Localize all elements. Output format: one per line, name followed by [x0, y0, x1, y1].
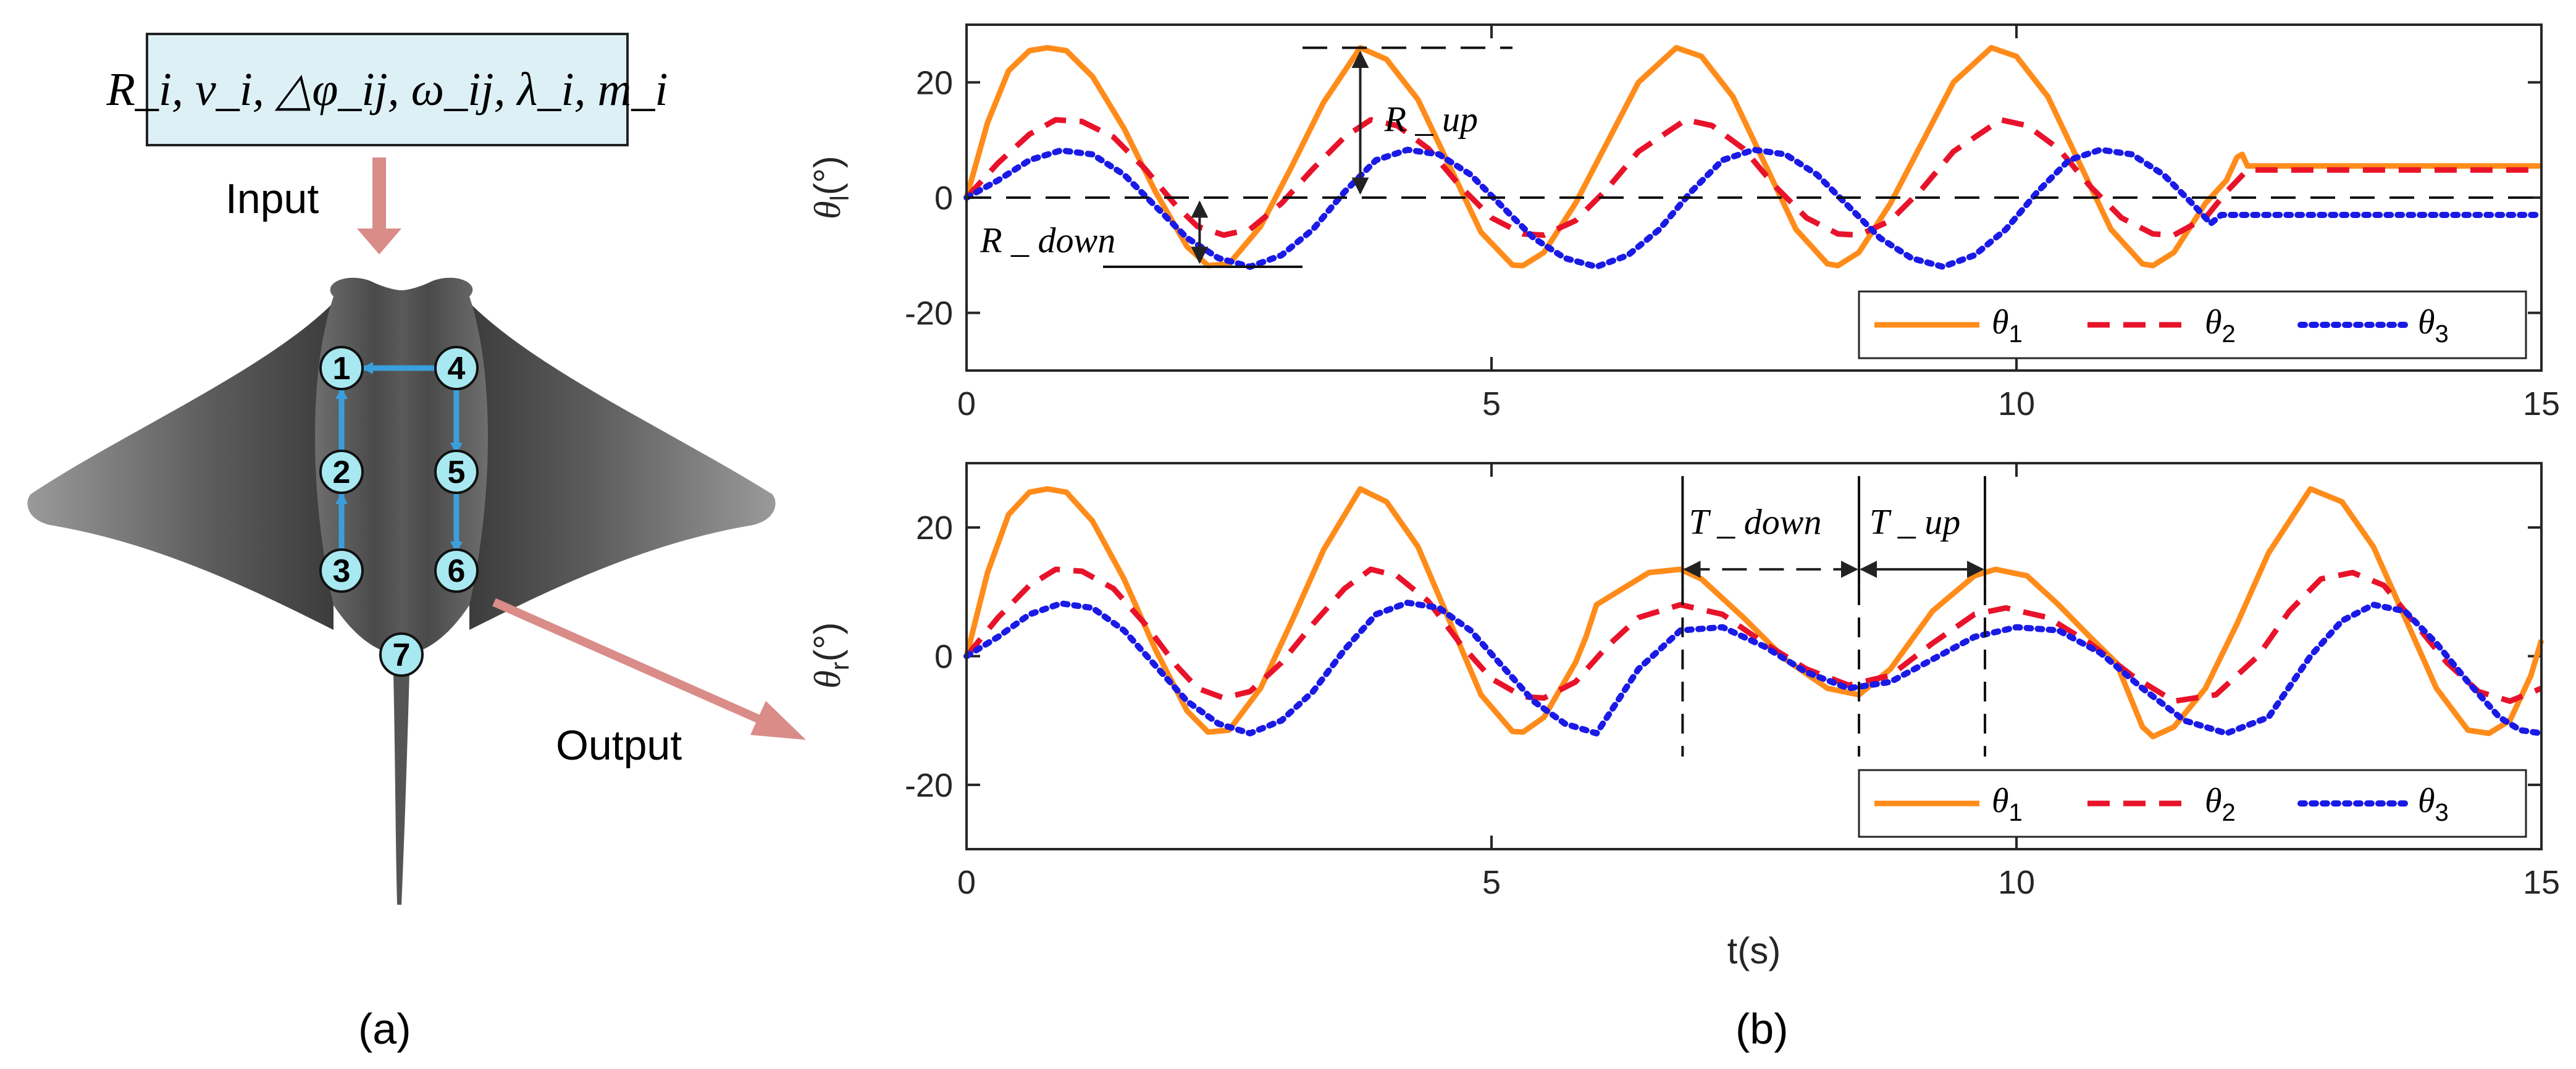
output-arrow: [492, 598, 761, 724]
x-tick-label: 15: [2523, 864, 2560, 901]
series-theta1: [963, 44, 2541, 269]
legend-label-theta2: θ2: [2205, 782, 2236, 826]
panel-a-label: (a): [358, 1005, 411, 1053]
svg-text:7: 7: [393, 637, 411, 673]
series-theta2: [964, 566, 2543, 704]
node-4: 4: [434, 346, 479, 390]
output-arrowhead: [750, 701, 806, 740]
node-1: 1: [319, 346, 364, 390]
x-tick-label: 0: [957, 864, 976, 901]
y-tick-label: 0: [934, 180, 953, 217]
input-formula-box: [146, 33, 629, 146]
svg-text:6: 6: [448, 553, 466, 589]
y-tick-label: -20: [905, 295, 953, 332]
y-tick-label: -20: [905, 767, 953, 804]
r-down-label: R _ down: [980, 220, 1115, 261]
svg-text:4: 4: [448, 351, 466, 387]
node-2: 2: [319, 450, 364, 494]
chart-bottom-frame-overlay: [965, 462, 2543, 850]
chart-bottom: 0 5 10 15 20 0 -20 T _ down T _ up θr(°) θ1 θ2 θ3: [807, 462, 2560, 901]
svg-text:2: 2: [333, 455, 351, 490]
y-tick-label: 20: [916, 509, 953, 547]
t-down-label: T _ down: [1689, 502, 1822, 542]
node-5: 5: [434, 450, 479, 494]
t-up-label: T _ up: [1869, 502, 1960, 542]
right-wing: [469, 303, 776, 630]
chart-bottom-ylabel: θr(°): [807, 623, 854, 689]
legend-label-theta3: θ3: [2418, 782, 2449, 826]
y-tick-label: 20: [916, 64, 953, 101]
x-tick-label: 5: [1482, 385, 1501, 422]
left-wing: [27, 303, 334, 630]
legend-label-theta3: θ3: [2418, 303, 2449, 348]
chart-top-ylabel: θl(°): [807, 156, 854, 219]
ray-tail: [393, 648, 410, 905]
panel-b: 0 5 10 15 20 0 -20 R _ up R _ down θl(°) θ1 θ2 θ3…: [807, 23, 2560, 1053]
y-tick-label: 0: [934, 639, 953, 676]
node-3: 3: [319, 548, 364, 593]
input-label: Input: [225, 175, 319, 222]
panel-a: R_i, v_i, △φ_ij, ω_ij, λ_i, m_i Input: [27, 33, 806, 1053]
svg-text:1: 1: [333, 351, 351, 387]
x-tick-label: 10: [1998, 385, 2035, 422]
x-tick-label: 0: [957, 385, 976, 422]
chart-bottom-xlabel: t(s): [1727, 930, 1781, 971]
input-arrowhead: [357, 228, 401, 254]
node-7: 7: [379, 632, 424, 677]
chart-top: 0 5 10 15 20 0 -20 R _ up R _ down θl(°) θ1 θ2 θ3: [807, 23, 2560, 422]
x-tick-label: 10: [1998, 864, 2035, 901]
chart-top-frame-overlay: [965, 23, 2543, 372]
panel-b-label: (b): [1735, 1005, 1789, 1053]
node-link-heads: [335, 362, 463, 553]
x-tick-label: 15: [2523, 385, 2560, 422]
output-label: Output: [556, 722, 682, 769]
manta-ray-illustration: [27, 277, 776, 905]
series-theta3: [963, 600, 2545, 737]
legend-label-theta2: θ2: [2205, 303, 2236, 348]
node-6: 6: [434, 548, 479, 593]
legend-label-theta1: θ1: [1992, 782, 2023, 826]
r-up-label: R _ up: [1384, 99, 1478, 140]
legend-label-theta1: θ1: [1992, 303, 2023, 348]
series-theta1: [963, 486, 2545, 740]
x-tick-label: 5: [1482, 864, 1501, 901]
svg-text:5: 5: [448, 455, 466, 490]
svg-text:3: 3: [333, 553, 351, 589]
input-formula: R_i, v_i, △φ_ij, ω_ij, λ_i, m_i: [106, 64, 668, 115]
